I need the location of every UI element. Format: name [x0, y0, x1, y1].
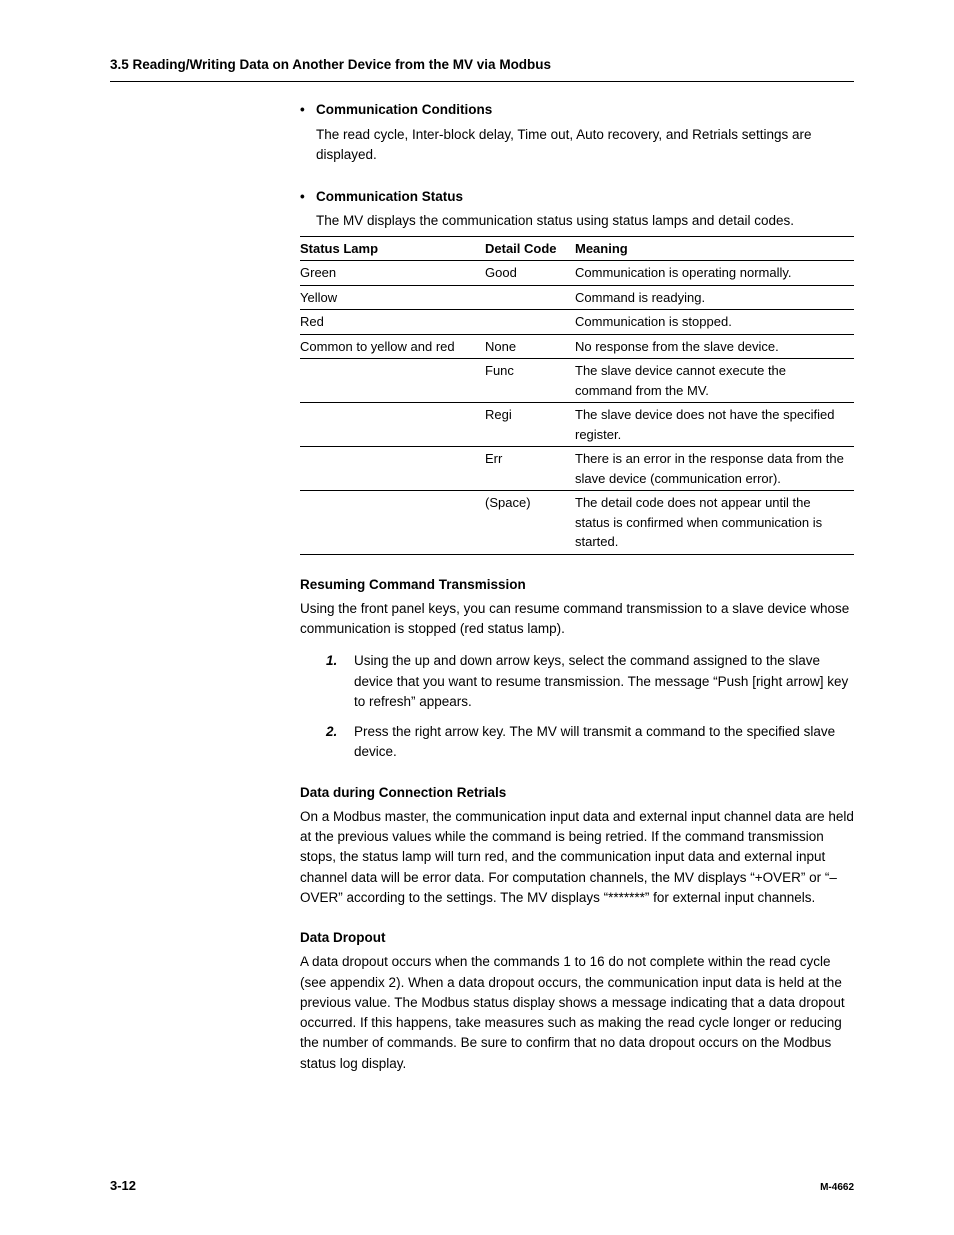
list-item: 2. Press the right arrow key. The MV wil…	[326, 722, 854, 763]
steps-list: 1. Using the up and down arrow keys, sel…	[326, 651, 854, 762]
th-meaning: Meaning	[575, 236, 854, 261]
cell-code: Func	[485, 359, 575, 403]
cell-meaning: Communication is operating normally.	[575, 261, 854, 286]
cell-lamp	[300, 447, 485, 491]
heading-dropout: Data Dropout	[300, 928, 854, 948]
cell-meaning: Communication is stopped.	[575, 310, 854, 335]
cell-code: Good	[485, 261, 575, 286]
th-status-lamp: Status Lamp	[300, 236, 485, 261]
status-table: Status Lamp Detail Code Meaning Green Go…	[300, 236, 854, 555]
step-number: 1.	[326, 651, 354, 712]
table-row: Common to yellow and red None No respons…	[300, 334, 854, 359]
doc-number: M-4662	[820, 1180, 854, 1195]
cell-lamp	[300, 491, 485, 555]
cell-lamp	[300, 359, 485, 403]
table-header-row: Status Lamp Detail Code Meaning	[300, 236, 854, 261]
running-header: 3.5 Reading/Writing Data on Another Devi…	[110, 55, 854, 82]
cell-code: Err	[485, 447, 575, 491]
table-row: Err There is an error in the response da…	[300, 447, 854, 491]
table-row: (Space) The detail code does not appear …	[300, 491, 854, 555]
paragraph: A data dropout occurs when the commands …	[300, 952, 854, 1074]
cell-meaning: Command is readying.	[575, 285, 854, 310]
cell-code: None	[485, 334, 575, 359]
cell-lamp: Yellow	[300, 285, 485, 310]
cell-lamp: Red	[300, 310, 485, 335]
table-row: Green Good Communication is operating no…	[300, 261, 854, 286]
step-text: Using the up and down arrow keys, select…	[354, 651, 854, 712]
cell-meaning: The slave device does not have the speci…	[575, 403, 854, 447]
list-item: 1. Using the up and down arrow keys, sel…	[326, 651, 854, 712]
table-row: Yellow Command is readying.	[300, 285, 854, 310]
bullet-icon: •	[300, 187, 316, 207]
bullet-icon: •	[300, 100, 316, 120]
cell-code: Regi	[485, 403, 575, 447]
cell-meaning: There is an error in the response data f…	[575, 447, 854, 491]
heading-communication-conditions: • Communication Conditions	[300, 100, 854, 120]
section-resuming: Resuming Command Transmission Using the …	[300, 575, 854, 1074]
table-row: Func The slave device cannot execute the…	[300, 359, 854, 403]
cell-code	[485, 310, 575, 335]
page-number: 3-12	[110, 1176, 136, 1196]
heading-retrials: Data during Connection Retrials	[300, 783, 854, 803]
step-number: 2.	[326, 722, 354, 763]
table-row: Regi The slave device does not have the …	[300, 403, 854, 447]
th-detail-code: Detail Code	[485, 236, 575, 261]
cell-lamp: Green	[300, 261, 485, 286]
step-text: Press the right arrow key. The MV will t…	[354, 722, 854, 763]
heading-resuming: Resuming Command Transmission	[300, 575, 854, 595]
page-footer: 3-12 M-4662	[110, 1176, 854, 1196]
heading-text: Communication Conditions	[316, 100, 492, 120]
document-page: 3.5 Reading/Writing Data on Another Devi…	[0, 0, 954, 1235]
cell-code	[485, 285, 575, 310]
cell-meaning: The detail code does not appear until th…	[575, 491, 854, 555]
paragraph: The MV displays the communication status…	[316, 211, 854, 231]
paragraph: On a Modbus master, the communication in…	[300, 807, 854, 908]
paragraph: The read cycle, Inter-block delay, Time …	[316, 125, 854, 166]
cell-lamp	[300, 403, 485, 447]
cell-code: (Space)	[485, 491, 575, 555]
heading-text: Communication Status	[316, 187, 463, 207]
paragraph: Using the front panel keys, you can resu…	[300, 599, 854, 640]
table-row: Red Communication is stopped.	[300, 310, 854, 335]
cell-meaning: No response from the slave device.	[575, 334, 854, 359]
heading-communication-status: • Communication Status	[300, 187, 854, 207]
main-content: • Communication Conditions The read cycl…	[300, 100, 854, 554]
cell-meaning: The slave device cannot execute the comm…	[575, 359, 854, 403]
cell-lamp: Common to yellow and red	[300, 334, 485, 359]
